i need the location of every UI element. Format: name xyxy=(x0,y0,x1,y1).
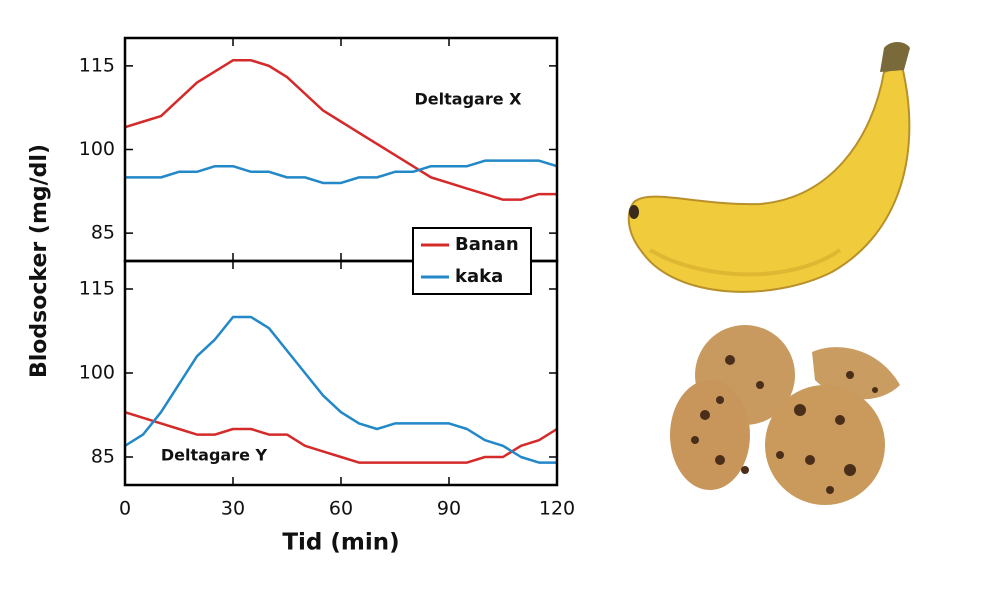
legend-label: Banan xyxy=(455,234,519,255)
annotation: Deltagare Y xyxy=(161,446,268,465)
x-tick-label: 60 xyxy=(329,498,353,520)
y-tick-label: 85 xyxy=(91,446,115,468)
x-axis-label: Tid (min) xyxy=(282,530,399,556)
cookies-image xyxy=(670,325,900,505)
x-tick-label: 120 xyxy=(539,498,575,520)
y-axis-label: Blodsocker (mg/dl) xyxy=(27,144,52,378)
y-tick-label: 115 xyxy=(79,278,115,300)
data-line xyxy=(124,411,558,464)
chart: 85 100 115 Deltagare X Blodsocker (mg/dl) 85 1… xyxy=(27,36,575,556)
data-line xyxy=(124,59,557,201)
x-tick-label: 90 xyxy=(437,498,461,520)
annotation: Deltagare X xyxy=(415,90,523,109)
legend-box xyxy=(412,227,532,295)
data-line xyxy=(124,315,557,464)
plot-frame xyxy=(123,259,559,487)
data-line xyxy=(125,159,558,185)
y-tick-label: 115 xyxy=(79,54,115,76)
banana-image xyxy=(627,42,911,293)
y-tick-label: 100 xyxy=(79,362,115,384)
y-tick-label: 100 xyxy=(79,138,115,160)
x-tick-label: 0 xyxy=(119,498,131,520)
y-tick-label: 85 xyxy=(91,222,115,244)
x-tick-label: 30 xyxy=(221,498,245,520)
legend-label: kaka xyxy=(455,266,503,287)
